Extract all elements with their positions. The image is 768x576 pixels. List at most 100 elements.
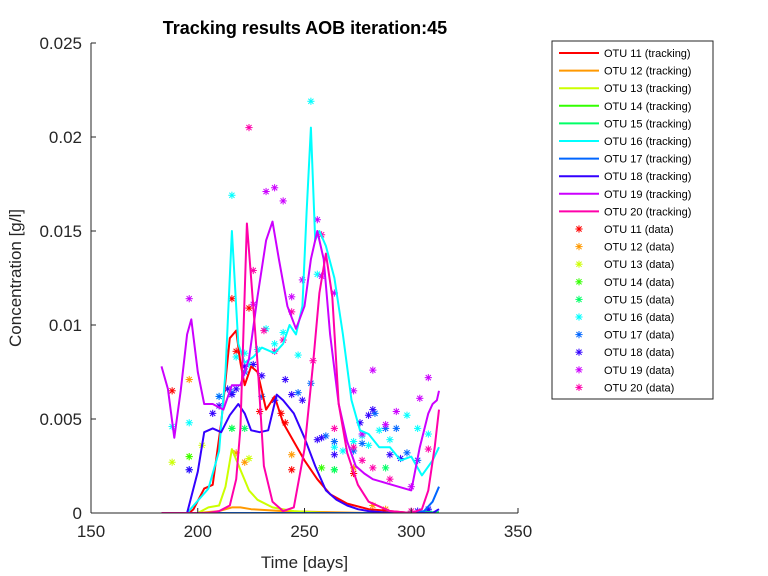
legend-swatch [575,383,583,391]
axes-layer: 150 200 250 300 350 0 0.005 0.01 0.015 0.02 0.025 [39,34,532,541]
legend-swatch [575,225,583,233]
data-point [307,97,315,105]
y-tick-label: 0.01 [49,316,82,335]
data-point [209,409,217,417]
data-point [294,389,302,397]
data-point [241,424,249,432]
data-point [330,424,338,432]
legend-label: OTU 19 (data) [604,365,674,377]
data-point [288,466,296,474]
legend-item: OTU 14 (tracking) [559,101,691,113]
data-point [294,351,302,359]
y-tick-label: 0.005 [39,410,82,429]
data-point [330,437,338,446]
legend-item: OTU 13 (data) [575,259,674,271]
data-point [369,406,377,414]
data-point [288,451,296,459]
data-point [414,424,422,432]
data-point [245,124,253,132]
series-otu-19-tracking [160,220,440,492]
legend-label: OTU 11 (data) [604,224,674,236]
data-point [185,295,193,303]
legend-item: OTU 20 (data) [575,382,674,394]
legend-label: OTU 12 (tracking) [604,66,691,78]
x-tick-label: 150 [77,522,105,541]
legend-swatch [575,313,583,321]
x-tick-label: 200 [184,522,212,541]
data-point [258,372,266,380]
x-tick-label: 350 [504,522,532,541]
legend-label: OTU 15 (tracking) [604,118,691,130]
legend-item: OTU 11 (data) [575,224,674,236]
data-point [279,197,287,205]
legend-item: OTU 12 (data) [575,242,674,254]
data-point [330,451,338,459]
data-point [369,464,377,472]
data-point [245,454,253,463]
legend-swatch [575,243,583,251]
legend-label: OTU 20 (tracking) [604,206,691,218]
legend-label: OTU 16 (tracking) [604,136,691,148]
legend-swatch [575,278,583,286]
data-point [262,187,270,196]
legend-swatch [575,295,583,303]
legend-swatch [575,331,583,339]
data-point [232,385,240,393]
data-point [386,475,394,483]
data-point [281,375,289,384]
legend-label: OTU 14 (data) [604,277,674,289]
data-point [424,374,432,382]
legend-label: OTU 17 (data) [604,330,674,342]
data-point [298,396,306,404]
legend-label: OTU 12 (data) [604,242,674,254]
data-point [424,445,432,453]
data-point [350,387,358,395]
legend-item: OTU 20 (tracking) [559,206,691,218]
legend-swatch [575,348,583,356]
legend-item: OTU 17 (data) [575,330,674,342]
legend-item: OTU 17 (tracking) [559,154,691,166]
data-point [358,456,366,464]
legend-item: OTU 19 (tracking) [559,189,691,201]
y-tick-label: 0.025 [39,34,82,53]
legend-label: OTU 18 (tracking) [604,171,691,183]
data-point [364,441,373,449]
y-axis-label: Concentration [g/l] [6,209,25,347]
data-point [386,436,394,444]
y-tick-label: 0.02 [49,128,82,147]
data-point [358,439,366,448]
data-point [185,453,193,461]
legend-label: OTU 17 (tracking) [604,154,691,166]
data-point [260,327,268,335]
x-tick-label: 300 [397,522,425,541]
data-point [364,411,373,419]
legend: OTU 11 (tracking) OTU 12 (tracking) OTU 13… [551,40,714,400]
data-point [215,392,223,401]
legend-item: OTU 16 (tracking) [559,136,691,148]
data-point [382,464,390,472]
series-otu-15-data [228,424,390,474]
data-point [271,340,279,348]
data-point [185,375,193,384]
data-point [288,293,296,301]
data-point [369,366,377,374]
data-point [350,443,358,451]
legend-item: OTU 12 (tracking) [559,66,691,78]
data-point [403,449,411,457]
data-point [185,466,193,474]
data-point [288,390,296,399]
legend-swatch [575,366,583,374]
legend-item: OTU 16 (data) [575,312,674,324]
data-point [168,387,176,395]
legend-label: OTU 14 (tracking) [604,101,691,113]
legend-item: OTU 18 (data) [575,347,674,359]
x-axis-label: Time [days] [261,553,348,572]
legend-label: OTU 13 (data) [604,259,674,271]
data-point [185,419,193,427]
data-point [403,411,411,419]
data-point [330,443,338,451]
legend-label: OTU 20 (data) [604,382,674,394]
legend-label: OTU 19 (tracking) [604,189,691,201]
data-point [375,426,383,434]
